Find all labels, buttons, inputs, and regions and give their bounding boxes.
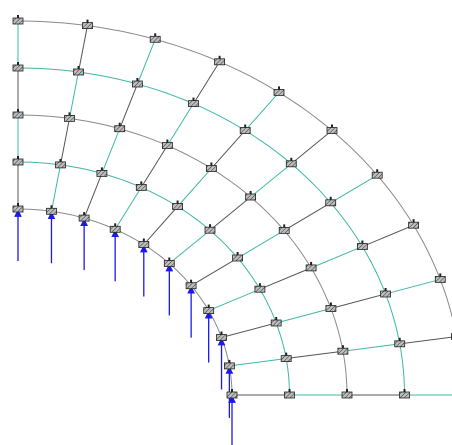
radial-line [330, 174, 378, 204]
radial-line [399, 336, 452, 345]
mesh-element-icon[interactable] [273, 86, 285, 96]
mesh-element-icon[interactable] [12, 62, 24, 72]
mesh-element-icon[interactable] [135, 181, 147, 191]
mesh-element-icon[interactable] [399, 389, 410, 399]
mesh-element-icon[interactable] [78, 212, 90, 222]
mesh-element-icon[interactable] [226, 389, 238, 399]
radial-line [114, 187, 142, 230]
mesh-element-icon[interactable] [205, 162, 217, 172]
radial-line [193, 61, 220, 104]
mesh-element-icon[interactable] [284, 389, 295, 399]
radial-line [136, 39, 156, 85]
radial-line [140, 145, 168, 188]
mesh-elements-group [12, 15, 452, 399]
radial-line [177, 168, 212, 207]
arc-line [17, 20, 452, 319]
mesh-element-icon[interactable] [337, 345, 349, 355]
mesh-element-icon[interactable] [278, 224, 290, 234]
arc-line [17, 114, 348, 396]
mesh-element-icon[interactable] [325, 196, 337, 207]
radial-line [50, 164, 61, 212]
load-arrows-group [14, 209, 236, 445]
radial-line [259, 267, 312, 290]
mesh-element-icon[interactable] [172, 200, 184, 210]
mesh-element-icon[interactable] [214, 55, 226, 66]
mesh-element-icon[interactable] [138, 238, 150, 248]
mesh-element-icon[interactable] [394, 337, 406, 348]
mesh-element-icon[interactable] [82, 19, 93, 30]
radial-line [286, 350, 344, 360]
mesh-element-icon[interactable] [223, 359, 235, 370]
mesh-element-icon[interactable] [204, 224, 216, 234]
radial-line [143, 206, 178, 245]
mesh-element-icon[interactable] [285, 157, 297, 168]
mesh-element-icon[interactable] [341, 389, 353, 399]
mesh-element-icon[interactable] [96, 167, 108, 177]
mesh-element-icon[interactable] [161, 139, 173, 149]
radial-line [362, 224, 414, 248]
mesh-element-icon[interactable] [114, 122, 126, 133]
radial-line [59, 118, 70, 165]
mesh-element-icon[interactable] [245, 191, 257, 201]
radial-line [244, 92, 280, 131]
mesh-element-icon[interactable] [163, 257, 175, 267]
radial-line [229, 358, 287, 367]
radial-lines-group [17, 21, 452, 396]
mesh-element-icon[interactable] [356, 240, 368, 250]
radial-line [68, 71, 79, 119]
radial-line [276, 307, 332, 324]
radial-line [101, 128, 121, 174]
radial-line [166, 103, 194, 146]
radial-line [237, 229, 285, 259]
arc-line [17, 208, 233, 396]
radial-line [208, 288, 261, 312]
mesh-element-icon[interactable] [12, 203, 24, 213]
mesh-element-icon[interactable] [371, 169, 383, 179]
mesh-element-icon[interactable] [55, 158, 66, 169]
radial-line [211, 130, 246, 169]
radial-line [250, 163, 292, 198]
mesh-element-icon[interactable] [216, 331, 227, 341]
mesh-element-icon[interactable] [149, 33, 161, 43]
mesh-element-icon[interactable] [380, 288, 392, 298]
radial-line [330, 293, 386, 309]
mesh-element-icon[interactable] [254, 283, 266, 293]
radial-line [310, 246, 363, 269]
mesh-element-icon[interactable] [203, 304, 215, 315]
mesh-element-icon[interactable] [12, 156, 24, 166]
radial-line [385, 278, 441, 295]
mesh-element-icon[interactable] [270, 317, 282, 327]
mesh-element-icon[interactable] [185, 279, 197, 290]
mesh-element-icon[interactable] [46, 205, 57, 215]
radial-line [290, 130, 333, 165]
mesh-element-icon[interactable] [326, 124, 338, 134]
radial-line [77, 25, 88, 73]
radial-line [283, 202, 331, 231]
mesh-element-icon[interactable] [12, 109, 24, 119]
mesh-element-icon[interactable] [109, 223, 121, 233]
mesh-element-icon[interactable] [64, 112, 75, 122]
mesh-element-icon[interactable] [12, 15, 24, 25]
mesh-element-icon[interactable] [305, 261, 317, 272]
mesh-element-icon[interactable] [73, 66, 84, 76]
mesh-element-icon[interactable] [239, 124, 251, 134]
mesh-element-icon[interactable] [408, 219, 420, 229]
radial-line [221, 322, 277, 339]
arc-lines-group [17, 20, 452, 396]
radial-line [209, 196, 251, 231]
mesh-element-icon[interactable] [188, 97, 199, 107]
radial-line [190, 257, 238, 287]
radial-line [83, 173, 103, 219]
mesh-element-icon[interactable] [325, 302, 337, 312]
radial-line [342, 343, 400, 352]
mesh-element-icon[interactable] [131, 78, 143, 88]
mesh-element-icon[interactable] [280, 352, 292, 363]
mesh-element-icon[interactable] [434, 273, 446, 283]
radial-line [119, 83, 138, 129]
mesh-element-icon[interactable] [232, 252, 244, 262]
radial-line [169, 229, 211, 264]
